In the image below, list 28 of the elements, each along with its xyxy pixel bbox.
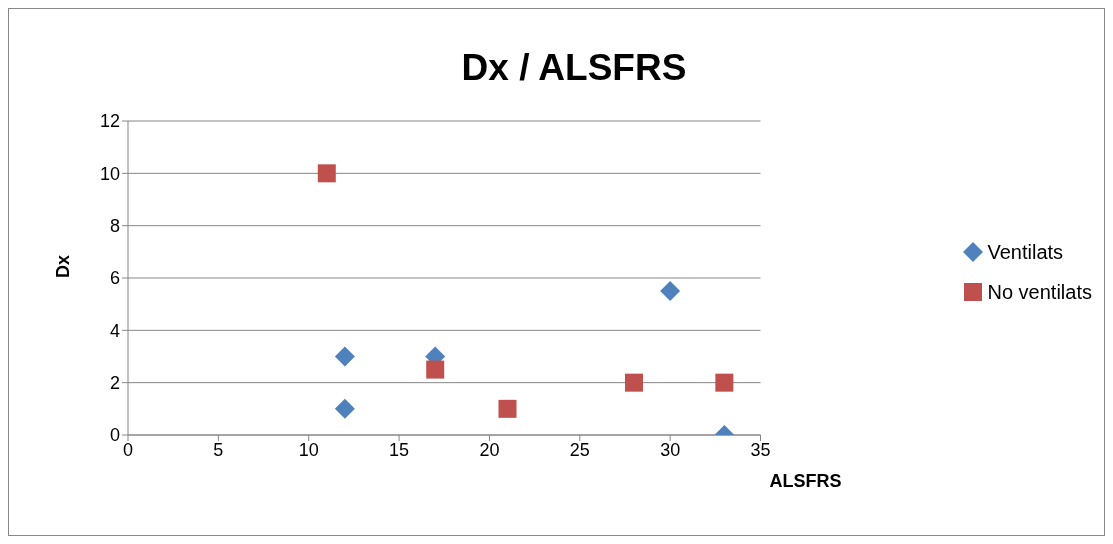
y-tick-label: 6 bbox=[109, 268, 120, 289]
y-tick-label: 10 bbox=[99, 163, 120, 184]
y-tick-label: 12 bbox=[99, 111, 120, 132]
x-axis-title: ALSFRS bbox=[769, 471, 842, 491]
y-tick-label: 0 bbox=[109, 425, 120, 446]
point bbox=[334, 398, 355, 419]
point bbox=[715, 373, 734, 392]
legend-label: No ventilats bbox=[987, 280, 1092, 304]
legend-label: Ventilats bbox=[987, 240, 1064, 264]
chart-title: Dx / ALSFRS bbox=[460, 47, 688, 89]
x-tick-label: 20 bbox=[479, 439, 500, 460]
x-tick-label: 35 bbox=[750, 439, 771, 460]
point bbox=[660, 281, 681, 302]
point bbox=[334, 346, 355, 367]
x-tick-label: 0 bbox=[122, 439, 134, 460]
y-tick-label: 4 bbox=[109, 320, 120, 341]
y-tick-label: 2 bbox=[109, 373, 120, 394]
y-axis-title: Dx bbox=[53, 254, 74, 278]
point bbox=[625, 373, 643, 392]
x-tick-label: 10 bbox=[298, 439, 319, 460]
point bbox=[426, 360, 445, 379]
y-tick-label: 8 bbox=[109, 216, 120, 237]
x-tick-label: 30 bbox=[660, 439, 681, 460]
x-tick-label: 25 bbox=[569, 439, 590, 460]
x-tick-label: 15 bbox=[389, 439, 410, 460]
point bbox=[317, 164, 336, 183]
x-tick-label: 5 bbox=[213, 439, 224, 460]
point bbox=[498, 399, 517, 418]
